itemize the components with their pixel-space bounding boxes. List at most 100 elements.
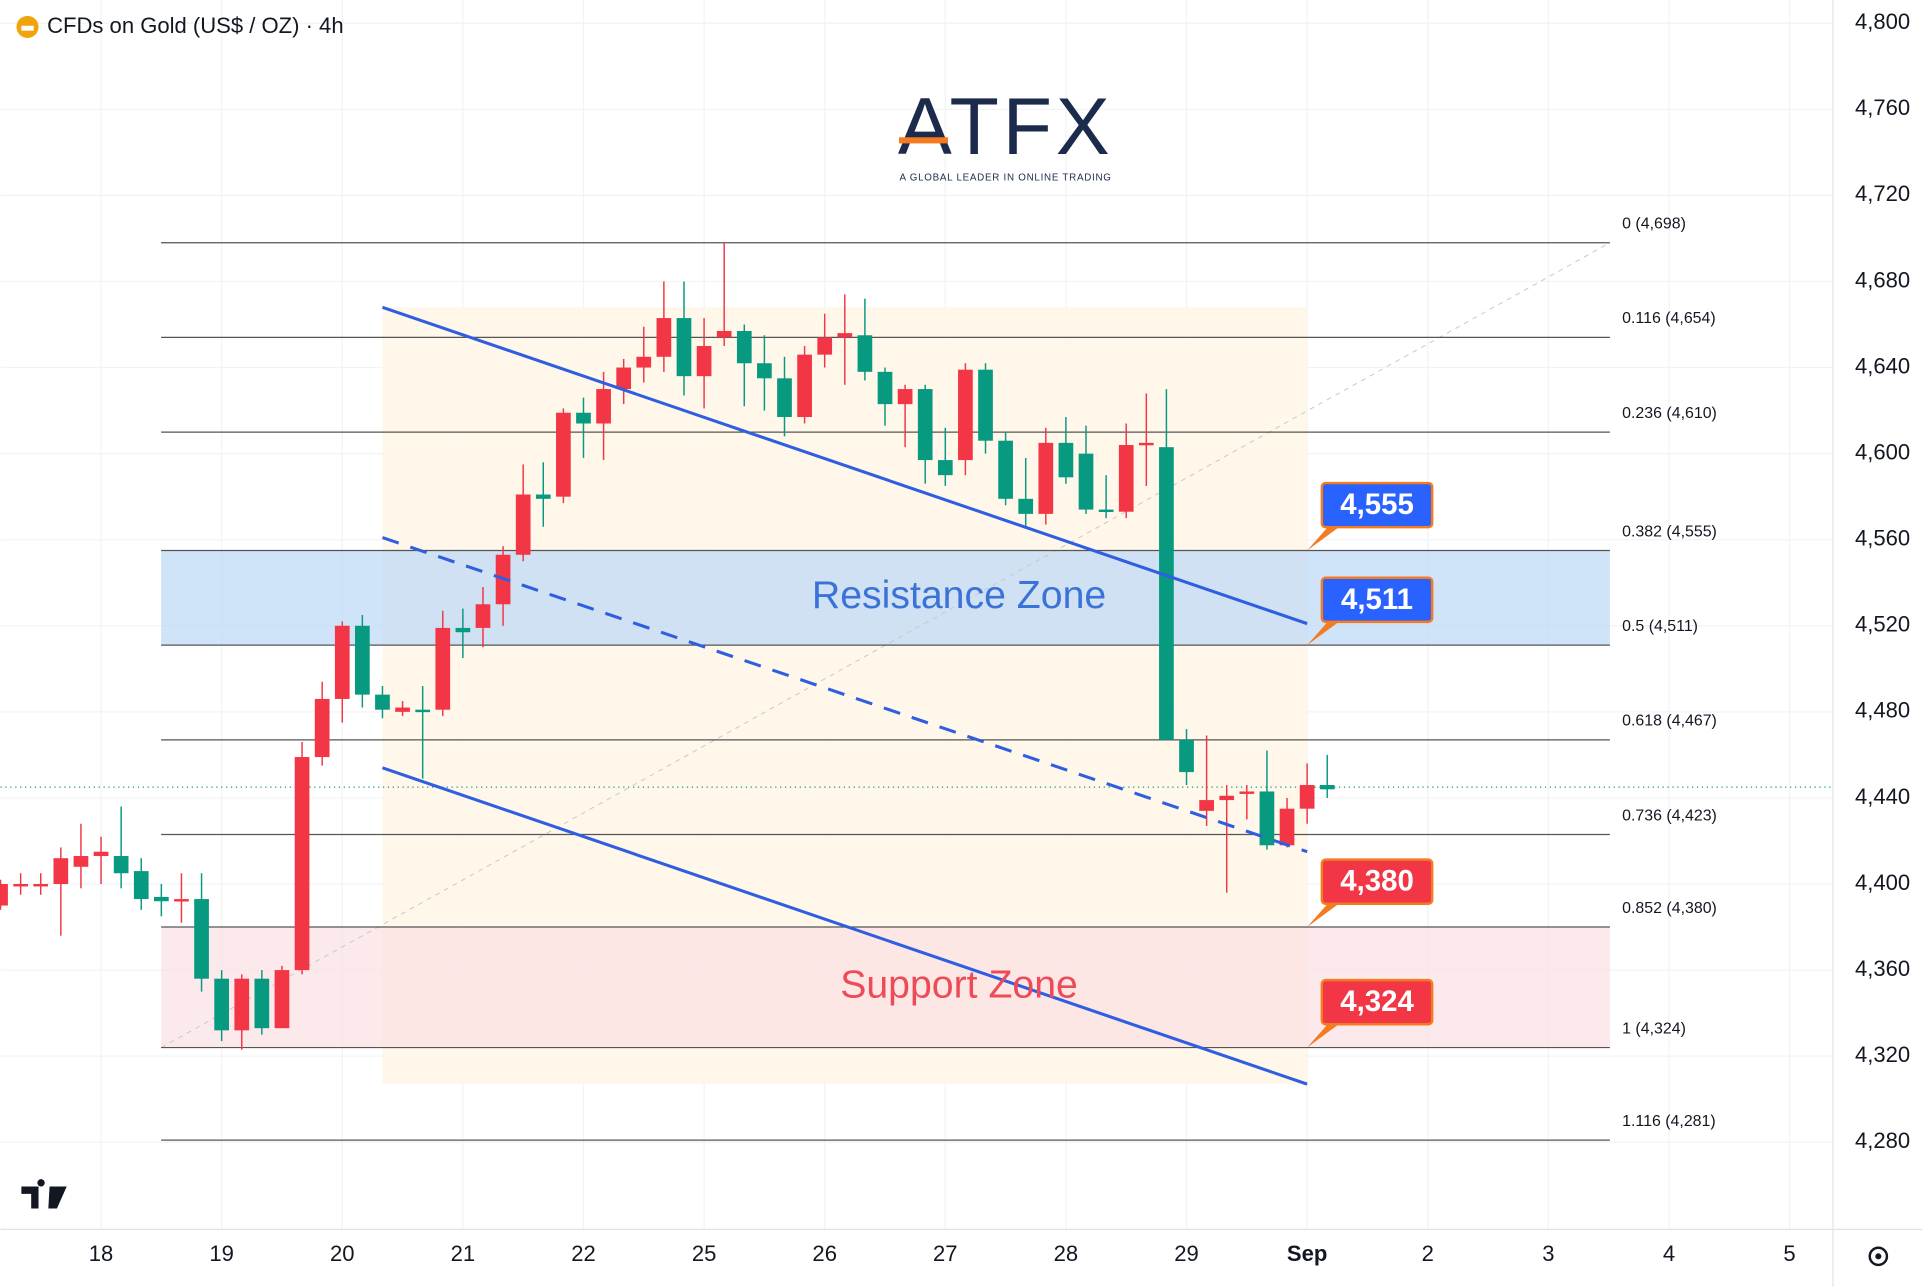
y-tick-label: 4,520: [1855, 612, 1910, 637]
y-tick-label: 4,720: [1855, 181, 1910, 206]
y-tick-label: 4,560: [1855, 526, 1910, 551]
candle-body: [113, 856, 129, 874]
brand-accent: [898, 137, 949, 144]
callout-label: 4,511: [1341, 583, 1413, 616]
candle-body: [274, 970, 290, 1029]
y-tick-label: 4,680: [1855, 267, 1910, 292]
candle-body: [716, 330, 732, 338]
candle-body: [877, 371, 893, 405]
x-tick-label: 19: [209, 1241, 234, 1266]
fib-label: 1 (4,324): [1622, 1020, 1686, 1037]
x-tick-label: 4: [1663, 1241, 1675, 1266]
x-tick-label: 29: [1174, 1241, 1199, 1266]
candle-body: [194, 899, 209, 979]
candle-body: [696, 346, 712, 377]
candle-body: [556, 412, 571, 497]
candle-body: [415, 709, 431, 713]
candle-body: [174, 899, 189, 902]
candle-body: [13, 884, 28, 887]
candle-body: [375, 694, 390, 710]
fib-label: 0.618 (4,467): [1622, 713, 1717, 730]
brand-tagline: A GLOBAL LEADER IN ONLINE TRADING: [900, 172, 1112, 183]
candle-body: [998, 440, 1013, 499]
candle-body: [214, 978, 230, 1031]
y-tick-label: 4,600: [1855, 439, 1910, 464]
settings-gear[interactable]: [1868, 1246, 1889, 1267]
x-tick-label: 18: [89, 1241, 114, 1266]
callout-box: [1320, 858, 1434, 905]
callout-box: [1320, 481, 1434, 529]
candle-body: [1319, 785, 1335, 790]
callout-box: [1320, 576, 1434, 624]
x-tick-label: 5: [1783, 1241, 1795, 1266]
candle-body: [1018, 498, 1034, 514]
candle-body: [334, 625, 350, 699]
candle-body: [777, 378, 792, 418]
candle-body: [1078, 453, 1094, 510]
fib-label: 0.236 (4,610): [1622, 405, 1717, 422]
candle-body: [1058, 442, 1074, 478]
trend-line: [381, 766, 1308, 1086]
fib-label: 0.5 (4,511): [1622, 618, 1698, 635]
candle-body: [73, 856, 89, 867]
candle-body: [435, 627, 451, 710]
chart-title: CFDs on Gold (US$ / OZ) · 4h: [47, 13, 343, 38]
candle-body: [978, 369, 993, 441]
candle-body: [757, 363, 772, 379]
zone-label: Resistance Zone: [812, 573, 1106, 617]
callout-label: 4,324: [1340, 985, 1414, 1018]
x-tick-label: 27: [933, 1241, 958, 1266]
fib-label: 0.116 (4,654): [1622, 310, 1716, 327]
candle-body: [656, 318, 672, 357]
tv-logo-shape: [21, 1179, 67, 1209]
main-layer: [0, 242, 1833, 1141]
candle-body: [535, 494, 551, 499]
candle-body: [837, 333, 853, 338]
x-tick-label: 22: [571, 1241, 596, 1266]
candle-body: [857, 335, 873, 372]
candle-body: [676, 318, 692, 377]
callout-label: 4,555: [1340, 488, 1414, 521]
candle-body: [254, 978, 270, 1029]
candle-body: [1199, 800, 1214, 811]
settings-icon[interactable]: [1868, 1246, 1889, 1267]
candle-body: [153, 896, 169, 902]
candle-body: [1159, 447, 1174, 740]
top-layer: 4,280 4,320 4,360 4,400 4,440 4,480 4,520 4,560…: [89, 9, 1910, 1266]
x-tick-label: Sep: [1287, 1241, 1327, 1266]
settings-gear-center[interactable]: [1875, 1253, 1882, 1260]
candle-body: [1299, 785, 1315, 809]
candle-body: [93, 851, 109, 857]
candle-body: [797, 354, 812, 418]
y-tick-label: 4,480: [1855, 698, 1910, 723]
trend-line: [381, 305, 1308, 626]
candle-body: [1279, 808, 1295, 846]
candle-body: [958, 369, 973, 461]
y-tick-label: 4,320: [1855, 1042, 1910, 1067]
candle-body: [596, 389, 611, 424]
candle-body: [395, 707, 410, 712]
candle-body: [234, 978, 250, 1031]
brand-logo: ATFX: [898, 82, 1113, 172]
x-tick-label: 26: [812, 1241, 837, 1266]
background-layer: [0, 0, 1833, 1230]
candle-body: [475, 604, 491, 628]
y-tick-label: 4,760: [1855, 95, 1910, 120]
x-tick-label: 3: [1542, 1241, 1554, 1266]
candle-body: [1118, 445, 1134, 512]
x-tick-label: 2: [1422, 1241, 1434, 1266]
candle-body: [455, 627, 471, 633]
candle-body: [294, 757, 310, 971]
candle-body: [576, 412, 591, 424]
fib-trend: [160, 242, 1611, 1048]
candle-body: [917, 389, 933, 461]
trend-line: [381, 536, 1308, 854]
fib-label: 0.852 (4,380): [1622, 900, 1717, 917]
x-tick-label: 25: [692, 1241, 717, 1266]
zone-label: Support Zone: [840, 963, 1078, 1007]
candle-body: [817, 337, 833, 355]
candle-body: [1259, 791, 1275, 846]
candle-body: [1219, 795, 1235, 801]
candle-body: [1138, 442, 1154, 446]
